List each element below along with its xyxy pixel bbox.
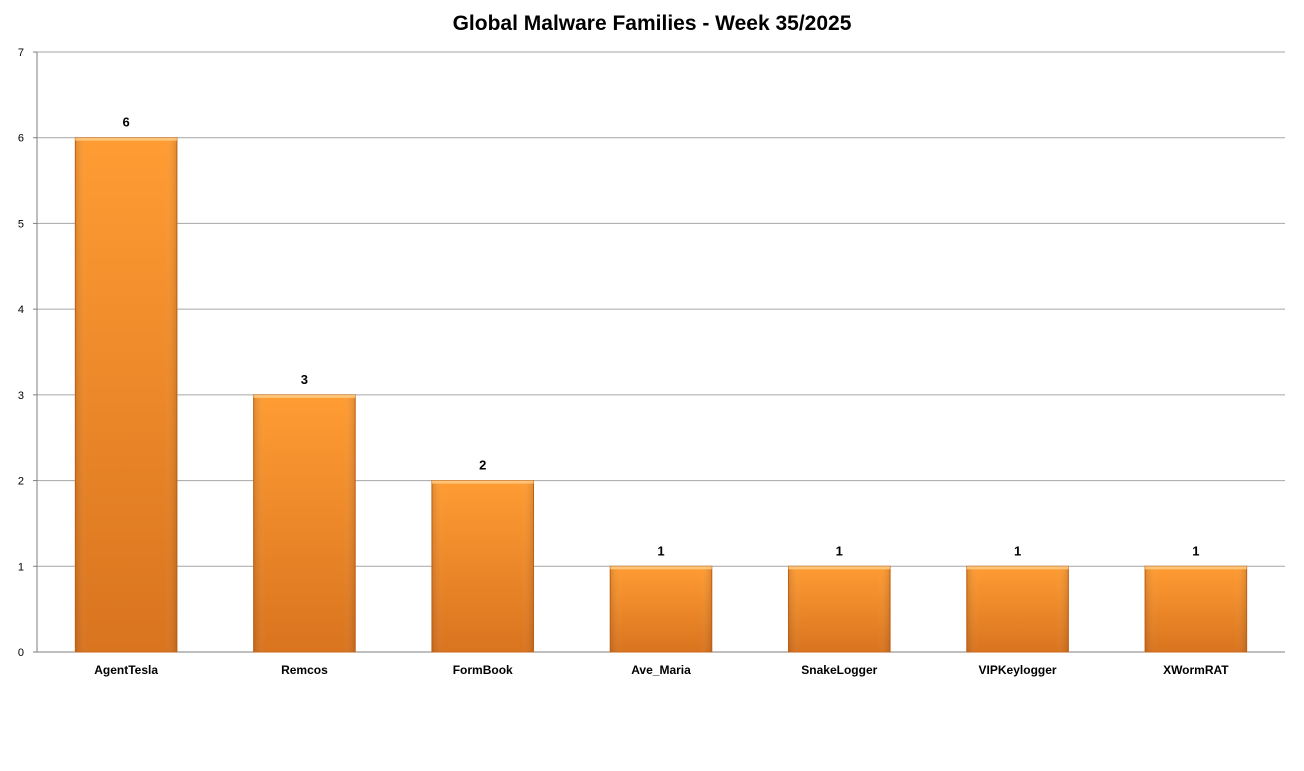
y-tick-label: 7 (18, 47, 24, 59)
bar-shading (1145, 566, 1247, 652)
x-tick-label: FormBook (453, 663, 513, 677)
data-label: 1 (1192, 543, 1199, 558)
bar-top-highlight (966, 566, 1069, 570)
y-tick-label: 1 (18, 561, 24, 573)
data-label: 3 (301, 372, 308, 387)
data-label: 1 (836, 543, 843, 558)
bar-top-highlight (75, 137, 177, 141)
y-tick-label: 0 (18, 647, 24, 659)
y-tick-label: 5 (18, 218, 24, 230)
bars (74, 137, 1248, 653)
bar-top-highlight (610, 566, 712, 570)
y-tick-label: 3 (18, 390, 24, 402)
x-tick-label: Remcos (281, 663, 328, 677)
bar-shading (431, 480, 534, 652)
bar-top-highlight (253, 394, 356, 398)
bar-shading (788, 566, 891, 652)
y-tick-label: 2 (18, 476, 24, 488)
data-label: 1 (657, 543, 664, 558)
data-label: 6 (123, 115, 130, 130)
x-tick-label: AgentTesla (94, 663, 158, 677)
x-tick-label: SnakeLogger (801, 663, 877, 677)
y-tick-label: 6 (18, 133, 24, 145)
bar-shading (610, 566, 712, 652)
x-tick-label: XWormRAT (1163, 663, 1229, 677)
chart-title: Global Malware Families - Week 35/2025 (452, 12, 852, 35)
bar-shading (253, 394, 356, 652)
x-tick-label: Ave_Maria (631, 663, 691, 677)
bar-top-highlight (1145, 566, 1247, 570)
labels: 0 1 2 3 4 5 6 7 6 AgentTesla 3 Remcos 2 FormBook 1 Ave_… (18, 47, 1229, 677)
data-label: 1 (1014, 543, 1021, 558)
bar-shading (75, 137, 177, 652)
axes (33, 51, 1285, 653)
bar-shading (966, 566, 1069, 652)
y-tick-label: 4 (18, 304, 24, 316)
bar-top-highlight (431, 480, 534, 484)
bar-top-highlight (788, 566, 891, 570)
data-label: 2 (479, 458, 486, 473)
gridlines (37, 51, 1285, 567)
x-tick-label: VIPKeylogger (979, 663, 1057, 677)
